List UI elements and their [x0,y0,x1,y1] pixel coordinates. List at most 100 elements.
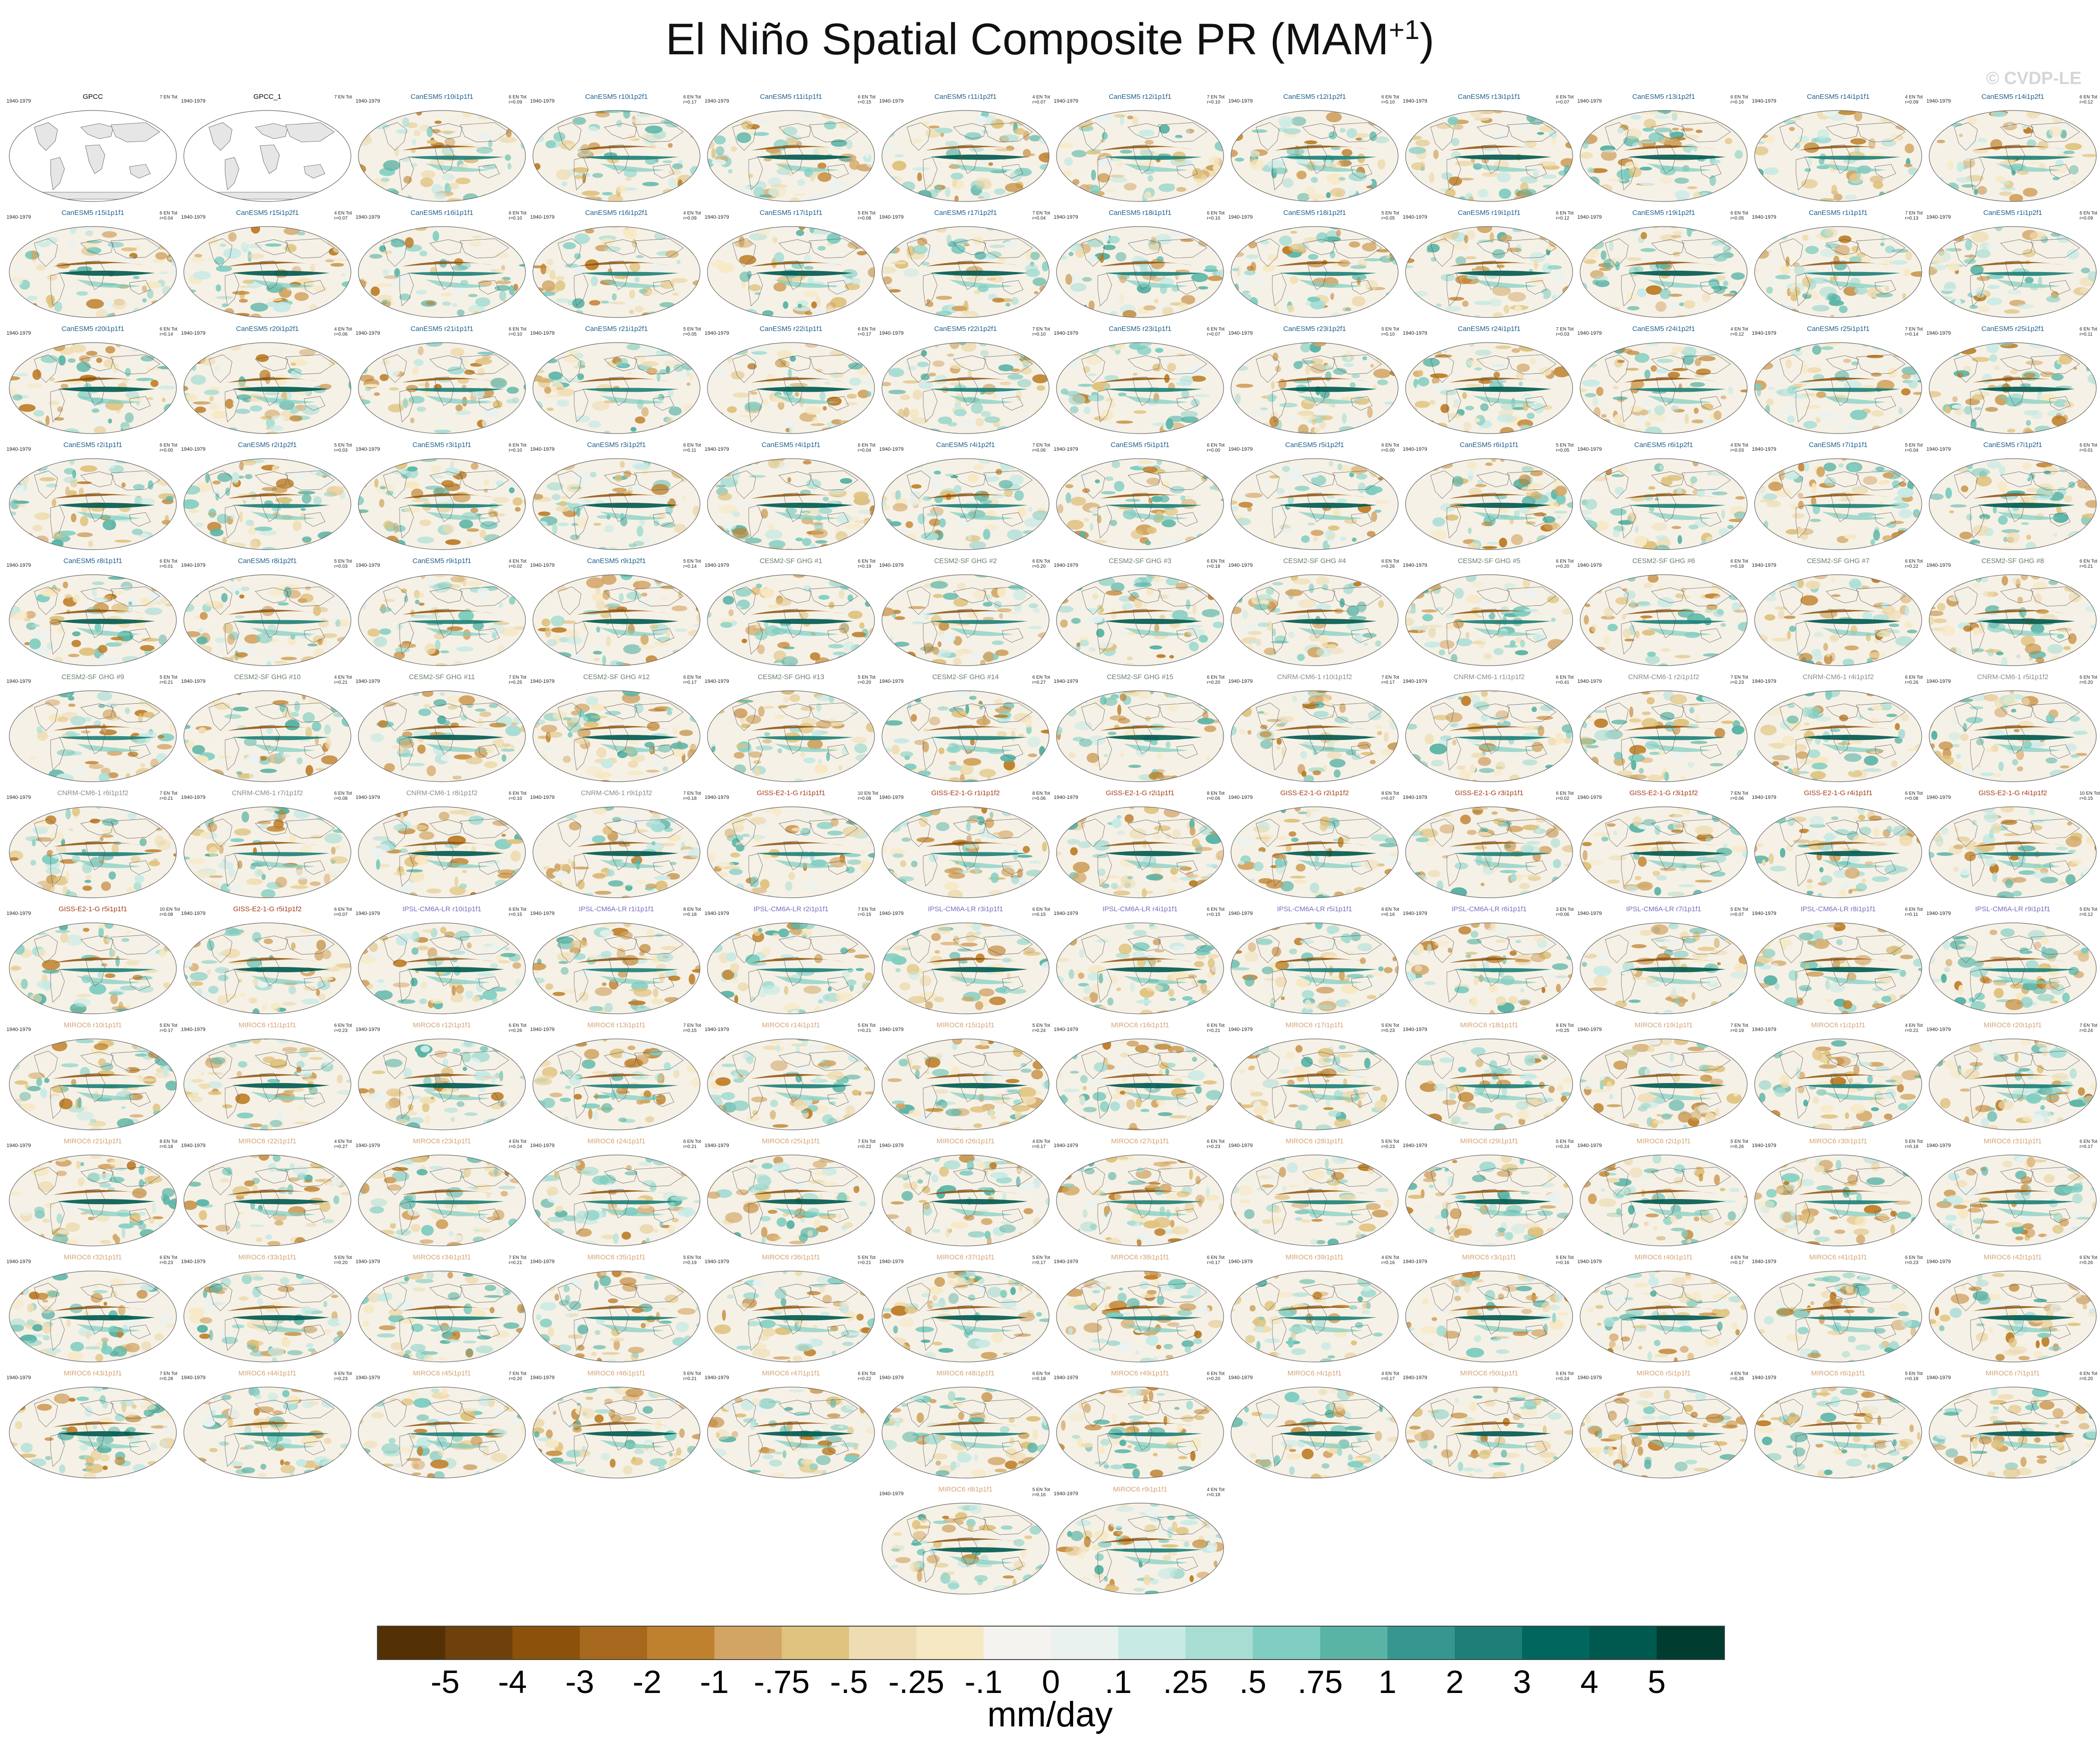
panel-title: MIROC6 r17i1p1f1 [1285,1021,1344,1029]
panel-title: MIROC6 r22i1p1f1 [238,1137,297,1145]
map-panel: MIROC6 r41i1p1f1 1940-1979 6 EN Tot r=0.23 [1752,1253,1925,1364]
colorbar-tick-label: .5 [1239,1664,1267,1700]
globe-map [1231,110,1399,202]
panel-period: 1940-1979 [705,679,729,684]
panel-period: 1940-1979 [530,679,555,684]
globe-map [358,1038,526,1130]
panel-period: 1940-1979 [181,795,206,800]
map-panel: MIROC6 r24i1p1f1 1940-1979 6 EN Tot r=0.21 [530,1137,703,1248]
map-panel: MIROC6 r3i1p1f1 1940-1979 5 EN Tot r=0.16 [1403,1253,1575,1364]
panel-title: CESM2-SF GHG #13 [758,673,824,681]
panel-stats: 5 EN Tot r=0.18 [1905,1371,1923,1381]
globe-map [532,922,700,1014]
panel-period: 1940-1979 [1926,1143,1951,1148]
globe-map [1580,922,1748,1014]
globe-map [1754,806,1922,898]
panel-stats: 6 EN Tot r=0.22 [1905,559,1923,569]
globe-map [532,342,700,434]
panel-title: CNRM-CM6-1 r8i1p1f2 [406,789,478,797]
panel-period: 1940-1979 [356,911,380,916]
panel-period: 1940-1979 [181,911,206,916]
map-panel: MIROC6 r10i1p1f1 1940-1979 5 EN Tot r=0.17 [6,1021,179,1132]
panel-period: 1940-1979 [1752,795,1776,800]
map-panel: MIROC6 r34i1p1f1 1940-1979 7 EN Tot r=0.21 [356,1253,528,1364]
panel-period: 1940-1979 [879,1143,904,1148]
panel-stats: 6 EN Tot r=0.11 [683,443,701,453]
colorbar-swatch [1387,1627,1455,1659]
panel-period: 1940-1979 [1577,214,1602,220]
panel-stats: 5 EN Tot r=0.24 [1556,1139,1574,1149]
globe-map [9,110,177,202]
panel-stats: 7 EN Tot r=0.14 [1905,327,1923,337]
panel-stats: 6 EN Tot r=0.04 [858,443,876,453]
panel-period: 1940-1979 [1752,1375,1776,1381]
globe-map [1405,922,1573,1014]
panel-title: CNRM-CM6-1 r10i1p1f2 [1277,673,1352,681]
panel-stats: 5 EN Tot r=0.21 [858,1023,876,1033]
globe-map [1929,226,2097,318]
panel-stats: 5 EN Tot r=0.14 [683,559,701,569]
panel-stats: 8 EN Tot r=0.18 [160,1139,178,1149]
globe-map [1754,1387,1922,1479]
panel-period: 1940-1979 [6,331,31,336]
globe-map [1231,458,1399,550]
globe-map [881,1387,1050,1479]
map-panel: GISS-E2-1-G r2i1p1f1 1940-1979 8 EN Tot r=… [1054,789,1226,900]
panel-stats: 7 EN Tot r=0.20 [509,1371,527,1381]
panel-title: GISS-E2-1-G r4i1p1f1 [1804,789,1873,797]
globe-map [1929,922,2097,1014]
panel-stats: 5 EN Tot r=0.03 [334,443,352,453]
panel-title: MIROC6 r44i1p1f1 [238,1369,297,1377]
colorbar-tick-label: 1 [1378,1664,1397,1700]
panel-stats: 8 EN Tot r=0.25 [1556,1023,1574,1033]
panel-period: 1940-1979 [181,447,206,452]
map-panel: CanESM5 r22i1p2f1 1940-1979 7 EN Tot r=0.1… [879,325,1052,435]
globe-map [1056,110,1224,202]
panel-period: 1940-1979 [1054,331,1078,336]
panel-stats: 7 EN Tot r=0.04 [1032,211,1050,221]
panel-title: CESM2-SF GHG #10 [234,673,301,681]
colorbar-tick-label: 0 [1042,1664,1060,1700]
panel-stats: 6 EN Tot r=0.18 [1207,559,1225,569]
globe-map [9,922,177,1014]
map-panel: GISS-E2-1-G r2i1p1f2 1940-1979 8 EN Tot r=… [1228,789,1401,900]
panel-period: 1940-1979 [356,1375,380,1381]
panel-period: 1940-1979 [6,98,31,104]
panel-period: 1940-1979 [705,795,729,800]
panel-title: CNRM-CM6-1 r6i1p1f2 [57,789,129,797]
panel-title: GISS-E2-1-G r1i1p1f1 [757,789,825,797]
map-panel: MIROC6 r14i1p1f1 1940-1979 5 EN Tot r=0.21 [705,1021,877,1132]
map-panel: MIROC6 r11i1p1f1 1940-1979 6 EN Tot r=0.23 [181,1021,354,1132]
map-panel: MIROC6 r5i1p1f1 1940-1979 4 EN Tot r=0.26 [1577,1369,1750,1480]
panel-stats: 6 EN Tot r=0.07 [1207,327,1225,337]
panel-stats: 6 EN Tot r=0.17 [683,675,701,685]
globe-map [9,1038,177,1130]
colorbar-swatch [714,1627,782,1659]
globe-map [1056,806,1224,898]
panel-title: CESM2-SF GHG #11 [408,673,475,681]
globe-map [183,458,351,550]
panel-title: CanESM5 r17i1p1f1 [759,209,823,217]
panel-title: IPSL-CM6A-LR r2i1p1f1 [753,905,829,913]
panel-title: MIROC6 r11i1p1f1 [239,1021,296,1029]
globe-map [358,922,526,1014]
panel-period: 1940-1979 [530,1143,555,1148]
panel-period: 1940-1979 [1926,1259,1951,1265]
map-panel: MIROC6 r23i1p1f1 1940-1979 4 EN Tot r=0.24 [356,1137,528,1248]
globe-map [183,922,351,1014]
panel-period: 1940-1979 [6,214,31,220]
panel-stats: 7 EN Tot r=0.15 [858,907,876,917]
panel-title: MIROC6 r40i1p1f1 [1634,1253,1693,1261]
panel-title: CanESM5 r7i1p1f1 [1808,441,1868,449]
panel-period: 1940-1979 [6,795,31,800]
map-panel: CNRM-CM6-1 r9i1p1f2 1940-1979 7 EN Tot r=0… [530,789,703,900]
map-panel: CanESM5 r11i1p1f1 1940-1979 6 EN Tot r=0.1… [705,93,877,203]
panel-stats: 6 EN Tot r=0.21 [2080,559,2098,569]
panel-stats: 6 EN Tot r=0.17 [1207,1255,1225,1265]
colorbar-tick-label: .1 [1104,1664,1132,1700]
panel-title: CanESM5 r18i1p1f1 [1108,209,1172,217]
globe-map [9,574,177,666]
panel-period: 1940-1979 [1054,1027,1078,1032]
panel-title: GISS-E2-1-G r5i1p1f1 [58,905,127,913]
panel-stats: 4 EN Tot r=0.06 [334,327,352,337]
